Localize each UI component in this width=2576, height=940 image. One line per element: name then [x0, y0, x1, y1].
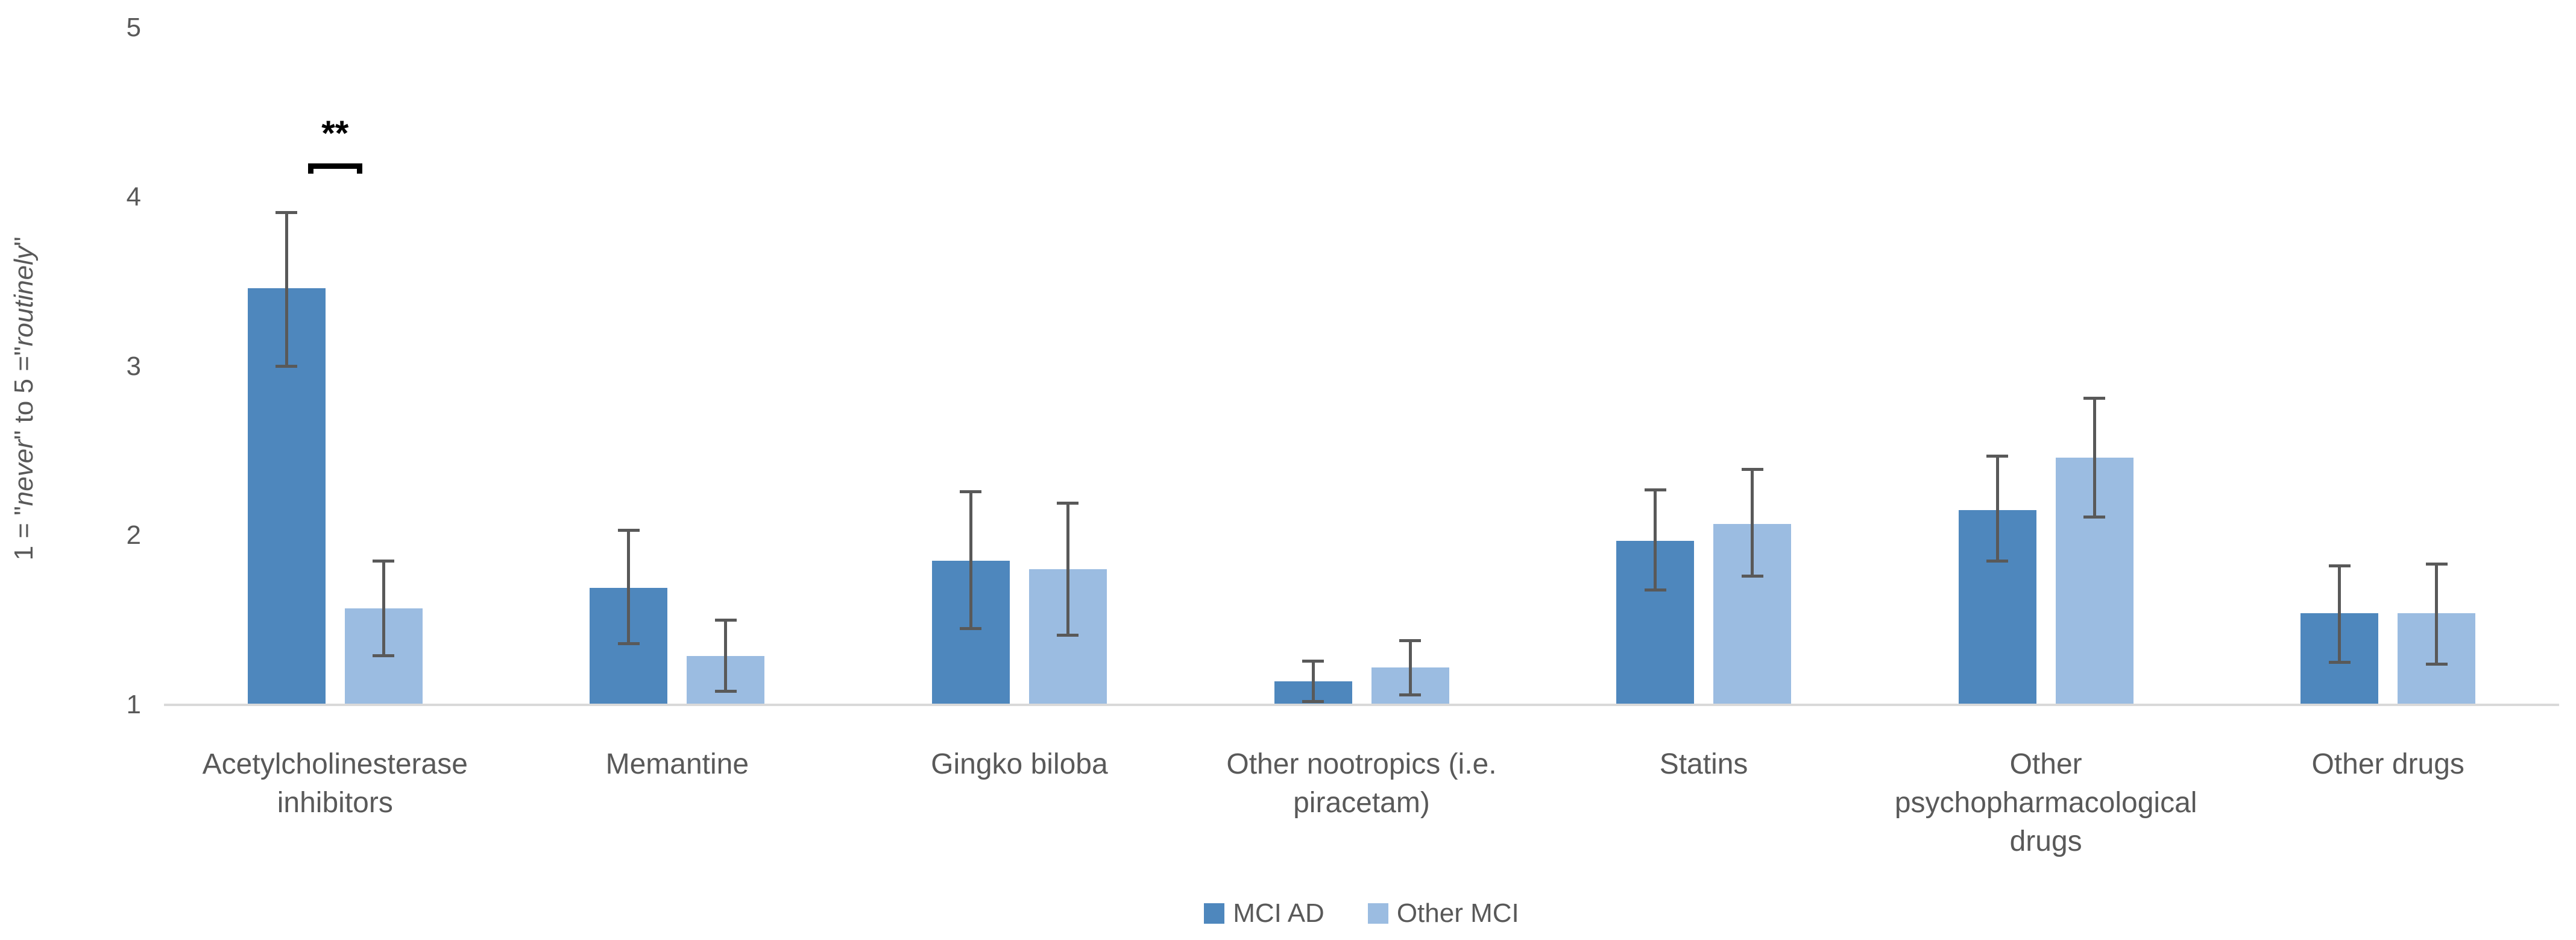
- error-bar-cap: [1057, 634, 1079, 637]
- category-label: Other psychopharmacological drugs: [1875, 745, 2217, 861]
- error-bar: [1654, 490, 1657, 590]
- error-bar-cap: [714, 619, 737, 622]
- category-label: Memantine: [506, 745, 849, 784]
- error-bar-cap: [2328, 661, 2351, 664]
- error-bar-cap: [1644, 588, 1666, 591]
- category-label-line: Statins: [1659, 748, 1748, 780]
- legend-swatch-other-mci: [1367, 903, 1388, 924]
- error-bar: [2093, 398, 2096, 517]
- y-axis-title-segment: routinely: [9, 246, 39, 347]
- error-bar-cap: [617, 529, 640, 532]
- y-tick-label: 1: [126, 690, 141, 719]
- error-bar: [382, 561, 385, 656]
- category-label-line: psychopharmacological: [1894, 787, 2197, 819]
- error-bar-cap: [714, 690, 737, 693]
- error-bar-cap: [960, 490, 982, 493]
- error-bar: [1408, 640, 1412, 695]
- error-bar-cap: [1741, 575, 1763, 578]
- error-bar: [2338, 566, 2341, 663]
- y-axis-title-segment: " to 5 =": [9, 346, 39, 440]
- category-label-line: Other nootropics (i.e.: [1226, 748, 1497, 780]
- error-bar-cap: [2328, 564, 2351, 568]
- error-bar-cap: [373, 559, 395, 563]
- legend-label-mci-ad: MCI AD: [1233, 898, 1324, 928]
- category-label: Statins: [1532, 745, 1875, 784]
- y-tick-label: 4: [126, 181, 141, 212]
- category-label: Other drugs: [2217, 745, 2559, 784]
- error-bar-cap: [1302, 659, 1324, 663]
- y-axis-title-segment: 1 = ": [9, 506, 39, 561]
- error-bar: [1751, 469, 1754, 576]
- legend: MCI AD Other MCI: [164, 898, 2559, 929]
- category-label: Other nootropics (i.e. piracetam): [1191, 745, 1533, 822]
- x-axis-line: [164, 704, 2559, 706]
- y-tick-label: 2: [126, 520, 141, 550]
- error-bar-cap: [2425, 563, 2448, 566]
- y-axis-title: 1 = "never" to 5 ="routinely": [9, 126, 39, 671]
- error-bar: [1066, 503, 1069, 636]
- error-bar-cap: [1986, 454, 2009, 458]
- error-bar: [969, 491, 972, 629]
- error-bar-cap: [373, 654, 395, 658]
- error-bar-cap: [617, 642, 640, 646]
- error-bar-cap: [276, 210, 298, 214]
- y-axis-title-segment: never: [9, 440, 39, 506]
- error-bar-cap: [1302, 699, 1324, 703]
- error-bar-cap: [960, 627, 982, 631]
- significance-stars: **: [321, 114, 349, 154]
- error-bar: [1995, 456, 1999, 561]
- error-bar: [285, 212, 288, 367]
- category-label-line: drugs: [2009, 825, 2082, 857]
- error-bar-cap: [2083, 515, 2106, 519]
- category-label-line: Acetylcholinesterase: [202, 748, 468, 780]
- y-tick-label: 5: [126, 13, 141, 42]
- y-axis-title-segment: ": [9, 236, 39, 247]
- category-label: Acetylcholinesterase inhibitors: [164, 745, 506, 822]
- significance-bracket: [307, 163, 362, 174]
- error-bar-cap: [1399, 693, 1421, 696]
- category-label-line: inhibitors: [277, 787, 393, 819]
- error-bar-cap: [276, 365, 298, 368]
- error-bar-cap: [1741, 468, 1763, 472]
- error-bar-cap: [1057, 502, 1079, 505]
- legend-label-other-mci: Other MCI: [1396, 898, 1519, 928]
- category-label-line: piracetam): [1293, 787, 1430, 819]
- category-label-line: Memantine: [605, 748, 749, 780]
- error-bar: [627, 530, 631, 644]
- error-bar-cap: [2425, 663, 2448, 666]
- error-bar: [1311, 661, 1315, 702]
- y-tick-label: 3: [126, 351, 141, 381]
- error-bar-cap: [1399, 639, 1421, 642]
- category-label-line: Other: [2009, 748, 2082, 780]
- legend-item-mci-ad: MCI AD: [1204, 898, 1324, 929]
- error-bar-cap: [1986, 559, 2009, 563]
- error-bar-cap: [1644, 488, 1666, 491]
- legend-item-other-mci: Other MCI: [1367, 898, 1519, 929]
- error-bar: [724, 620, 728, 692]
- error-bar-cap: [2083, 397, 2106, 400]
- category-label-line: Gingko biloba: [931, 748, 1108, 780]
- category-label: Gingko biloba: [848, 745, 1191, 784]
- category-label-line: Other drugs: [2311, 748, 2464, 780]
- error-bar: [2435, 564, 2439, 664]
- legend-swatch-mci-ad: [1204, 903, 1225, 924]
